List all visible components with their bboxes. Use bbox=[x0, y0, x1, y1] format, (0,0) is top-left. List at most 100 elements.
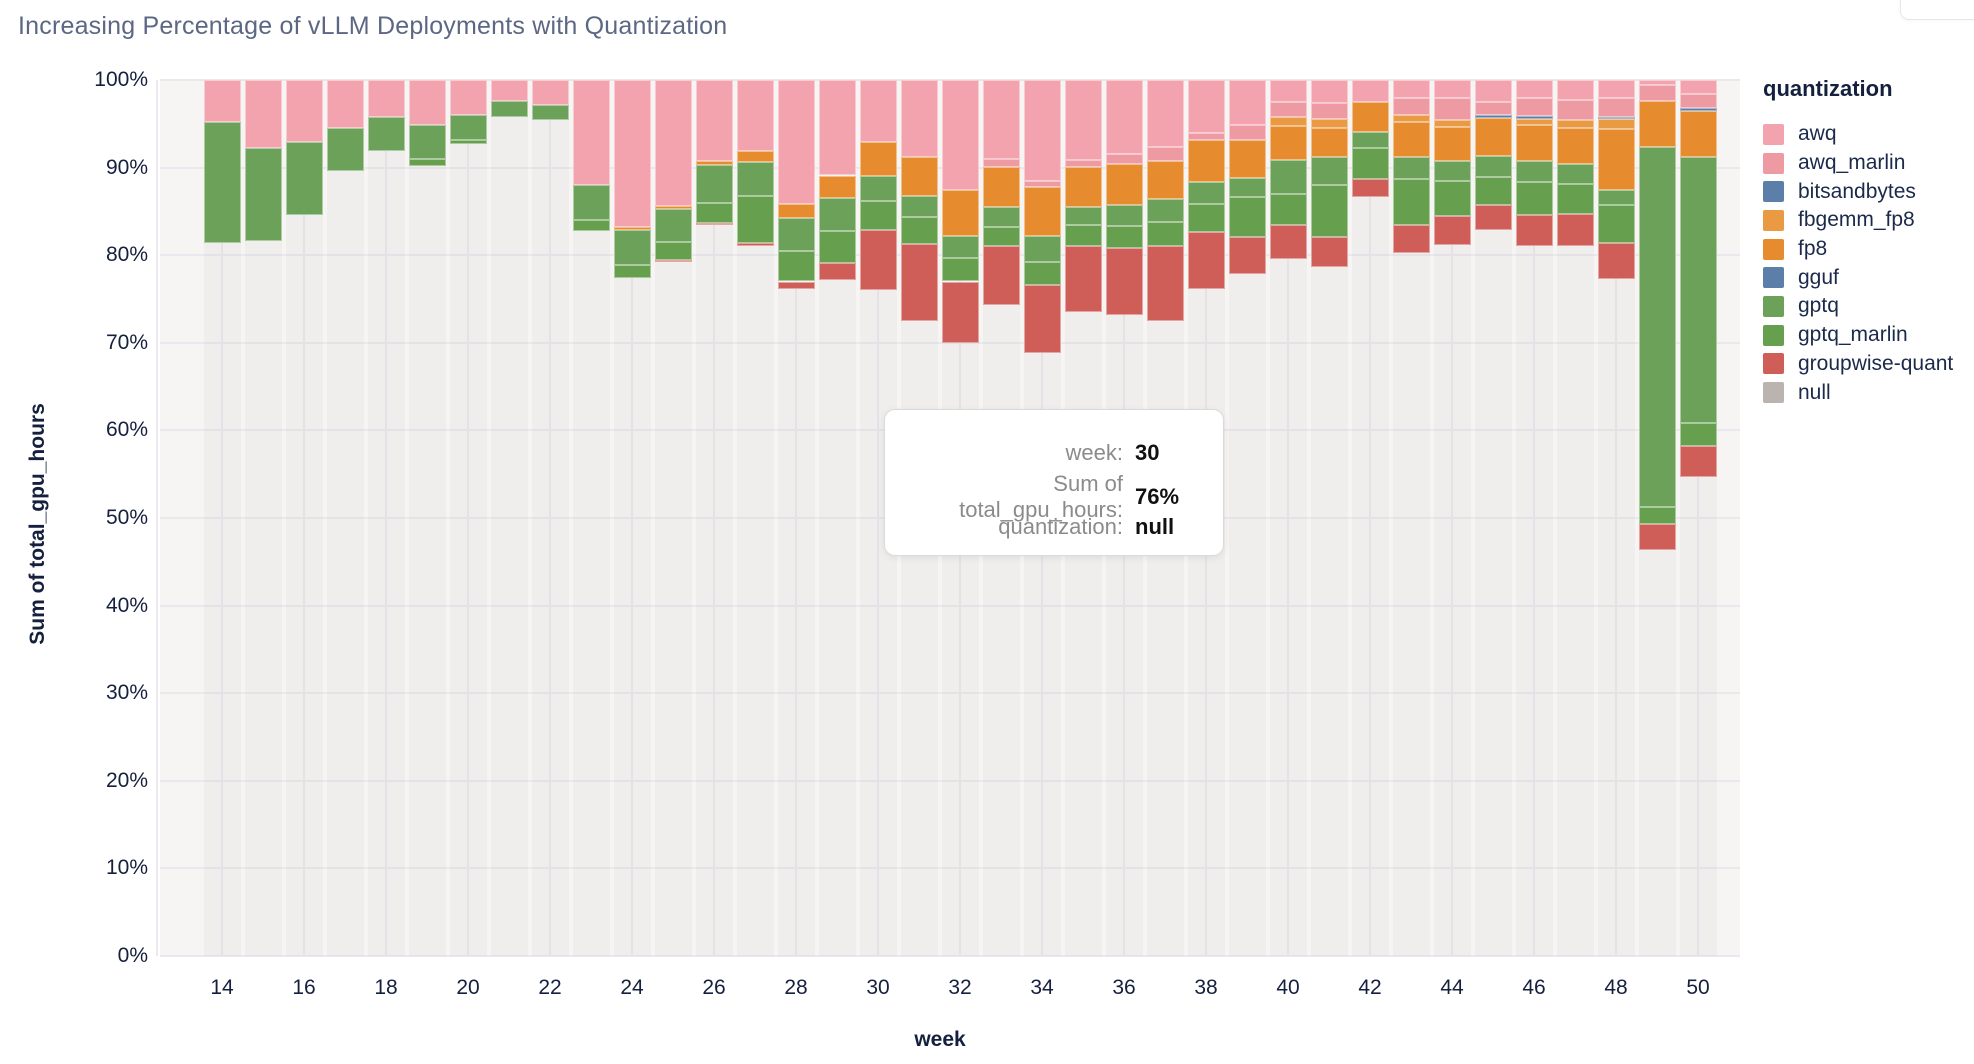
bar-segment[interactable] bbox=[1269, 224, 1307, 259]
bar-segment[interactable] bbox=[1392, 157, 1430, 179]
bar-segment[interactable] bbox=[1269, 101, 1307, 117]
bar-segment[interactable] bbox=[326, 80, 364, 129]
bar-segment[interactable] bbox=[367, 80, 405, 117]
legend-item-awq_marlin[interactable]: awq_marlin bbox=[1763, 149, 1973, 178]
bar-segment[interactable] bbox=[1597, 205, 1635, 243]
bar-segment[interactable] bbox=[1269, 116, 1307, 126]
bar-segment[interactable] bbox=[1064, 207, 1102, 226]
bar-segment[interactable] bbox=[736, 195, 774, 243]
bar-segment[interactable] bbox=[1433, 120, 1471, 128]
bar-segment[interactable] bbox=[1023, 285, 1061, 354]
bar-segment[interactable] bbox=[244, 80, 282, 149]
bar-segment[interactable] bbox=[1679, 108, 1717, 111]
bar-segment[interactable] bbox=[982, 80, 1020, 159]
legend-item-fbgemm_fp8[interactable]: fbgemm_fp8 bbox=[1763, 206, 1973, 235]
legend-item-gptq_marlin[interactable]: gptq_marlin bbox=[1763, 321, 1973, 350]
legend-item-null[interactable]: null bbox=[1763, 378, 1973, 407]
bar-segment[interactable] bbox=[244, 241, 282, 956]
bar-segment[interactable] bbox=[1638, 85, 1676, 102]
bar-segment[interactable] bbox=[613, 80, 651, 228]
bar-segment[interactable] bbox=[1228, 273, 1266, 956]
bar-segment[interactable] bbox=[982, 207, 1020, 228]
bar-segment[interactable] bbox=[285, 80, 323, 143]
bar-segment[interactable] bbox=[367, 116, 405, 151]
bar-segment[interactable] bbox=[1351, 131, 1389, 149]
bar-segment[interactable] bbox=[1228, 196, 1266, 237]
bar-segment[interactable] bbox=[941, 281, 979, 343]
bar-segment[interactable] bbox=[941, 190, 979, 236]
bar-segment[interactable] bbox=[1310, 266, 1348, 956]
bar-segment[interactable] bbox=[449, 80, 487, 116]
bar-segment[interactable] bbox=[1474, 101, 1512, 116]
bar-segment[interactable] bbox=[1474, 115, 1512, 118]
bar-segment[interactable] bbox=[1597, 129, 1635, 190]
bar-segment[interactable] bbox=[777, 218, 815, 251]
bar-segment[interactable] bbox=[900, 243, 938, 321]
bar-segment[interactable] bbox=[1146, 80, 1184, 147]
bar-segment[interactable] bbox=[1597, 97, 1635, 117]
bar-segment[interactable] bbox=[859, 176, 897, 201]
legend-item-bitsandbytes[interactable]: bitsandbytes bbox=[1763, 177, 1973, 206]
bar-segment[interactable] bbox=[1556, 246, 1594, 956]
bar-segment[interactable] bbox=[695, 160, 733, 165]
bar-segment[interactable] bbox=[1310, 102, 1348, 120]
bar-segment[interactable] bbox=[1351, 179, 1389, 197]
bar-segment[interactable] bbox=[1556, 184, 1594, 215]
bar-segment[interactable] bbox=[695, 222, 733, 226]
bar-segment[interactable] bbox=[490, 116, 528, 956]
legend-item-gptq[interactable]: gptq bbox=[1763, 292, 1973, 321]
bar-segment[interactable] bbox=[1105, 80, 1143, 154]
bar-segment[interactable] bbox=[859, 229, 897, 291]
bar-segment[interactable] bbox=[859, 142, 897, 177]
bar-segment[interactable] bbox=[777, 250, 815, 282]
bar-segment[interactable] bbox=[531, 80, 569, 106]
bar-segment[interactable] bbox=[1187, 232, 1225, 289]
bar-segment[interactable] bbox=[1064, 159, 1102, 167]
bar-segment[interactable] bbox=[654, 259, 692, 263]
bar-segment[interactable] bbox=[982, 166, 1020, 208]
bar-segment[interactable] bbox=[1187, 181, 1225, 205]
bar-segment[interactable] bbox=[1105, 164, 1143, 206]
bar-segment[interactable] bbox=[285, 214, 323, 956]
bar-segment[interactable] bbox=[1105, 226, 1143, 249]
bar-segment[interactable] bbox=[613, 264, 651, 278]
bar-segment[interactable] bbox=[1515, 181, 1553, 215]
bar-segment[interactable] bbox=[1187, 80, 1225, 133]
bar-segment[interactable] bbox=[1433, 80, 1471, 98]
bar-segment[interactable] bbox=[1351, 101, 1389, 132]
bar-segment[interactable] bbox=[1310, 157, 1348, 186]
bar-segment[interactable] bbox=[1228, 80, 1266, 125]
bar-segment[interactable] bbox=[1310, 128, 1348, 158]
bar-segment[interactable] bbox=[900, 195, 938, 217]
bar-segment[interactable] bbox=[1474, 156, 1512, 178]
bar-segment[interactable] bbox=[1351, 196, 1389, 956]
bar-segment[interactable] bbox=[1556, 80, 1594, 101]
bar-segment[interactable] bbox=[1269, 193, 1307, 225]
bar-segment[interactable] bbox=[654, 208, 692, 243]
bar-segment[interactable] bbox=[1064, 225, 1102, 247]
bar-segment[interactable] bbox=[1392, 224, 1430, 254]
bar-segment[interactable] bbox=[1597, 189, 1635, 206]
bar-segment[interactable] bbox=[326, 171, 364, 956]
bar-segment[interactable] bbox=[1392, 80, 1430, 98]
bar-segment[interactable] bbox=[572, 80, 610, 186]
bar-segment[interactable] bbox=[941, 80, 979, 191]
bar-segment[interactable] bbox=[1105, 248, 1143, 315]
bar-segment[interactable] bbox=[1474, 229, 1512, 956]
bar-segment[interactable] bbox=[1433, 97, 1471, 121]
bar-segment[interactable] bbox=[1679, 422, 1717, 447]
bar-segment[interactable] bbox=[695, 164, 733, 203]
bar-segment[interactable] bbox=[1638, 524, 1676, 551]
bar-segment[interactable] bbox=[1638, 80, 1676, 86]
bar-segment[interactable] bbox=[777, 281, 815, 289]
bar-segment[interactable] bbox=[1679, 157, 1717, 423]
bar-segment[interactable] bbox=[408, 80, 446, 125]
bar-segment[interactable] bbox=[777, 80, 815, 204]
bar-segment[interactable] bbox=[1597, 242, 1635, 279]
bar-segment[interactable] bbox=[1146, 199, 1184, 222]
legend-item-awq[interactable]: awq bbox=[1763, 120, 1973, 149]
bar-segment[interactable] bbox=[1597, 80, 1635, 98]
bar-segment[interactable] bbox=[1433, 180, 1471, 216]
bar-segment[interactable] bbox=[736, 242, 774, 246]
bar-segment[interactable] bbox=[818, 230, 856, 264]
